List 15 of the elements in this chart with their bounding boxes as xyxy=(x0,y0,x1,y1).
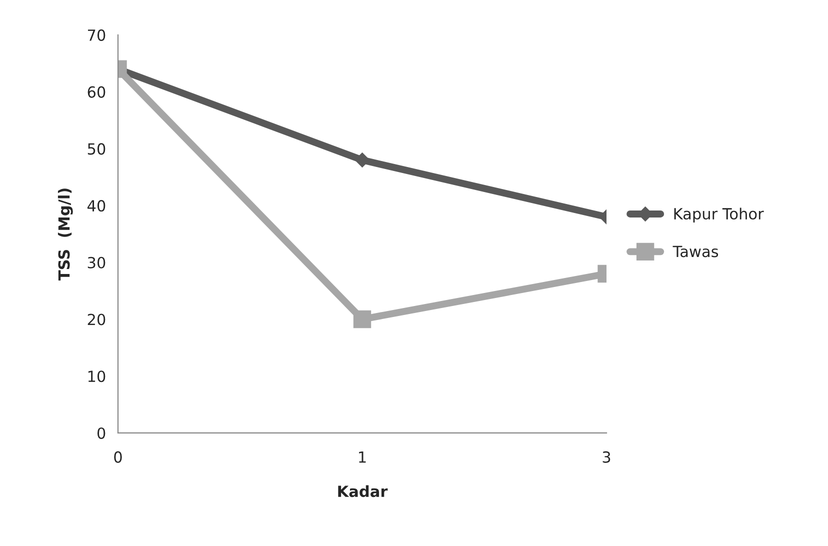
x-tick-label: 3 xyxy=(602,451,610,463)
y-tick-label: 30 xyxy=(88,256,106,268)
y-tick-label: 50 xyxy=(88,143,106,155)
y-tick-label: 40 xyxy=(87,200,106,212)
x-axis-title: Kadar xyxy=(338,485,388,498)
y-tick-label: 70 xyxy=(88,29,106,41)
y-tick-label: 10 xyxy=(88,370,106,382)
x-tick-label: 1 xyxy=(359,452,366,463)
y-tick-label: 0 xyxy=(97,427,106,439)
legend-label: Kapur Tohor xyxy=(674,208,764,223)
y-tick-label: 60 xyxy=(88,86,106,98)
y-tick-label: 20 xyxy=(88,314,106,326)
y-axis-title: TSS (Mg/l) xyxy=(58,188,73,281)
x-tick-label: 0 xyxy=(114,451,122,463)
legend-label: Tawas xyxy=(672,246,718,258)
